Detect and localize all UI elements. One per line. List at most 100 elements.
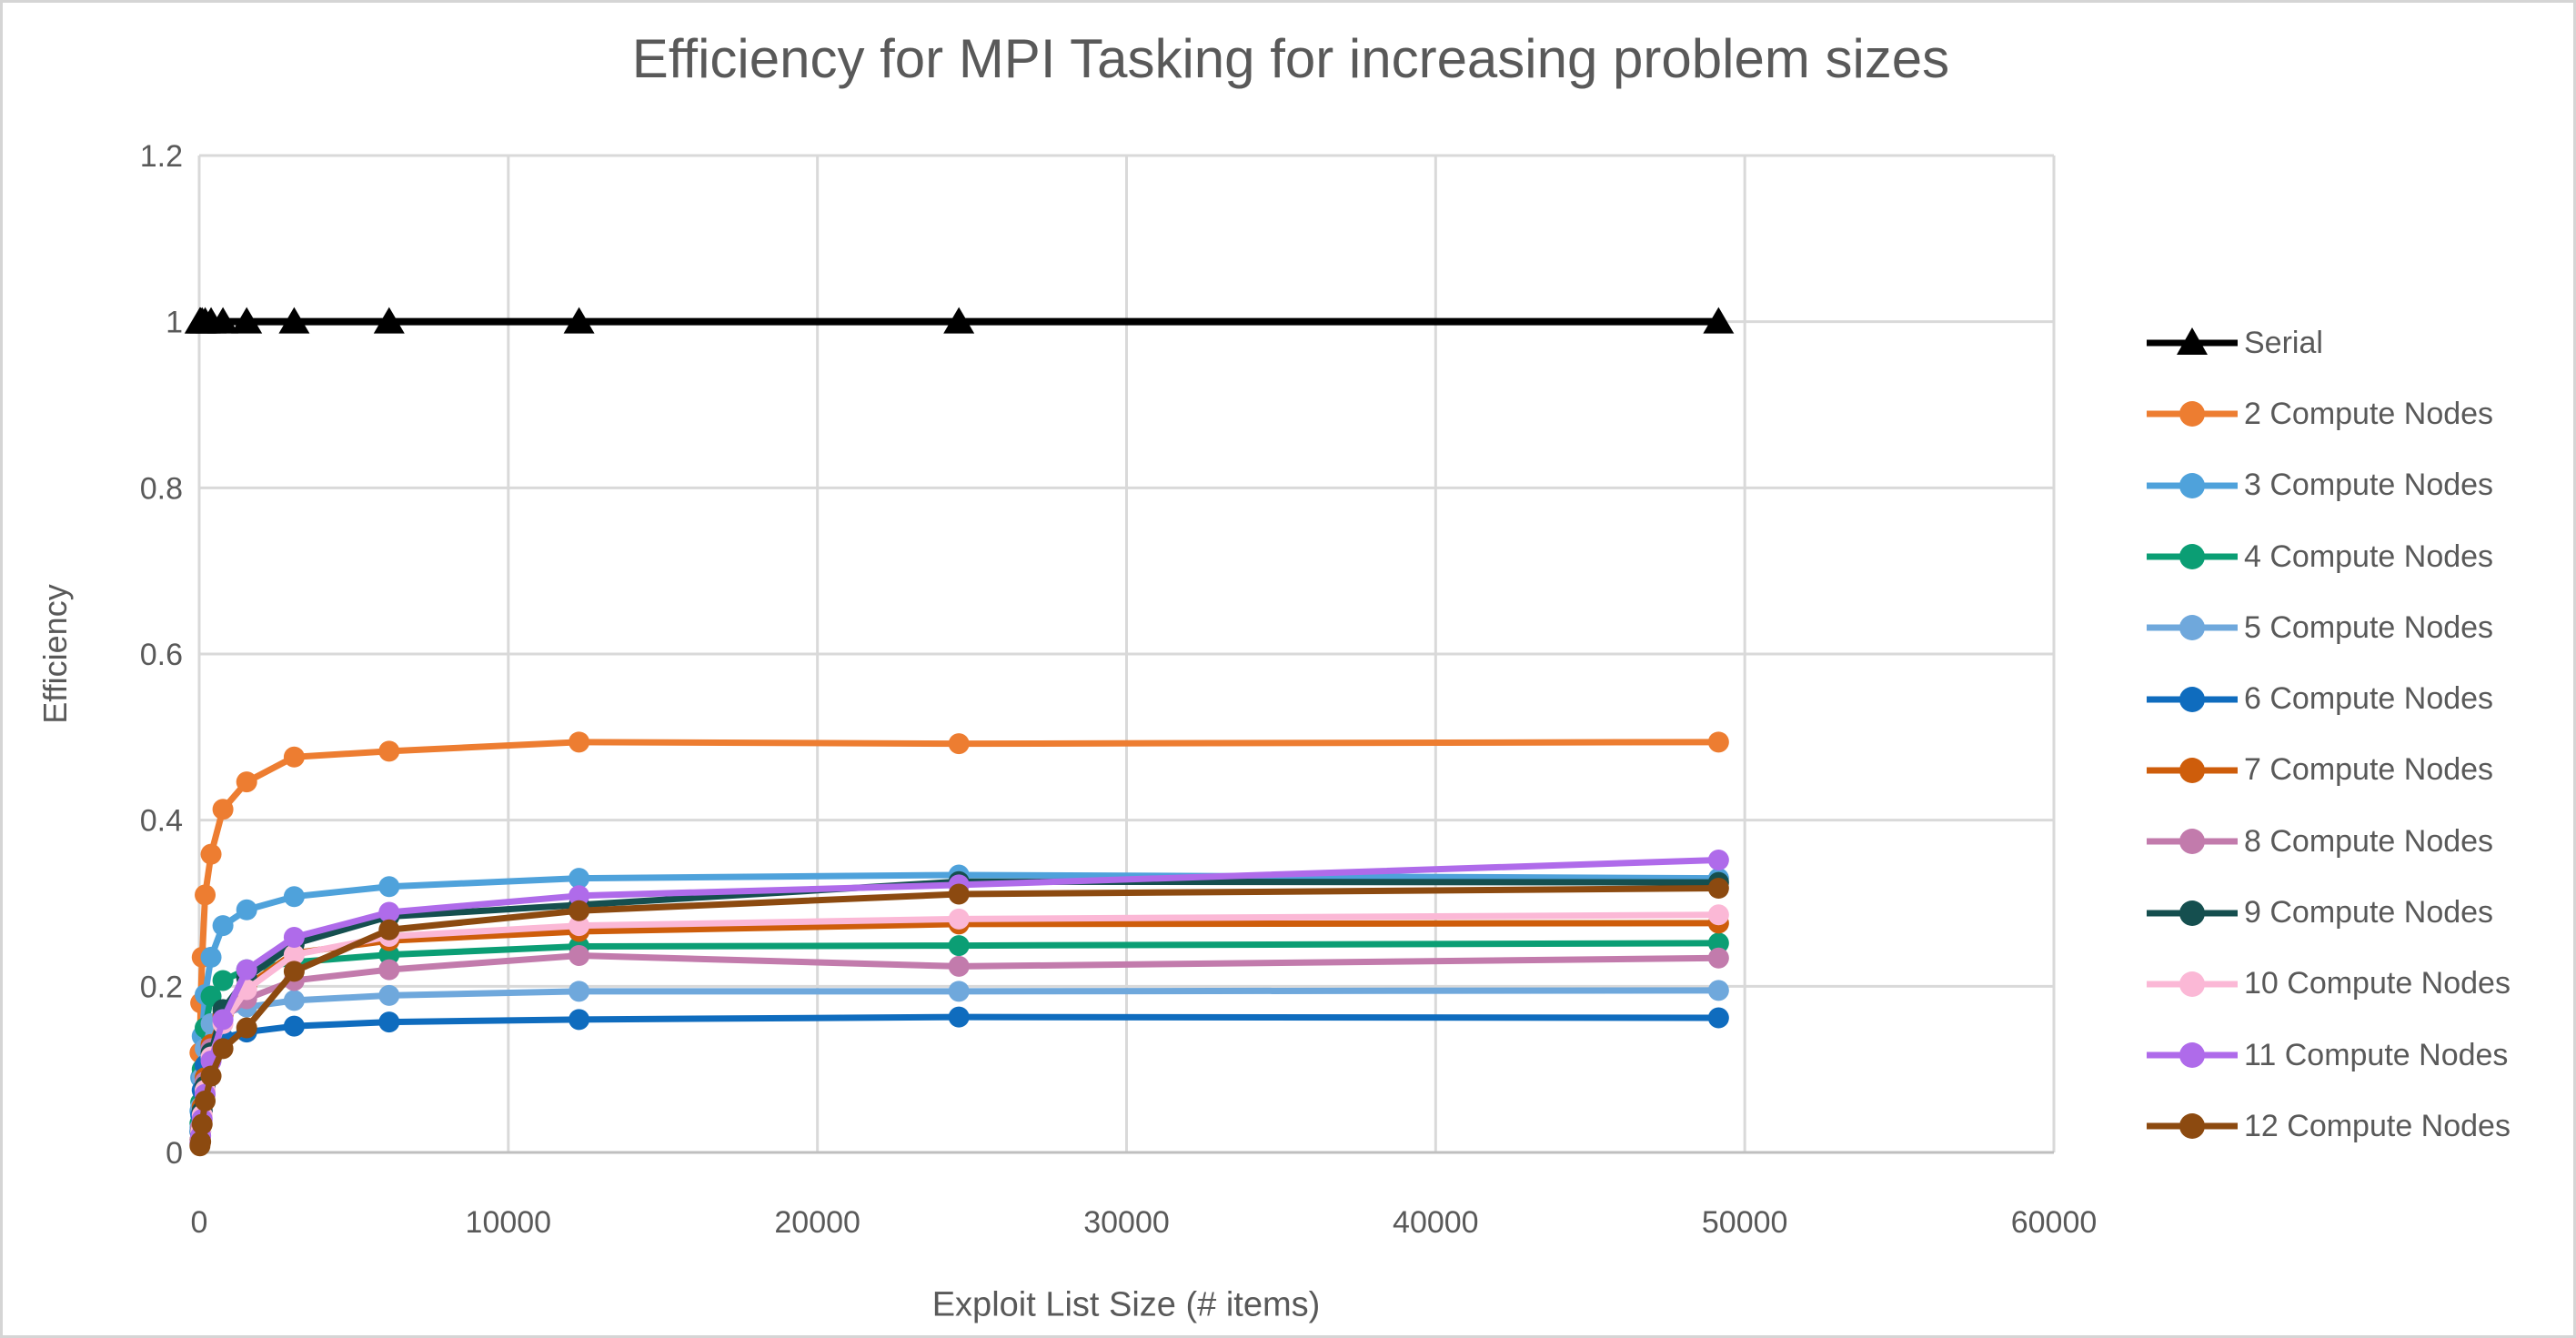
data-point-marker <box>378 876 400 898</box>
legend-item-4-compute-nodes: 4 Compute Nodes <box>2146 521 2511 592</box>
data-point-marker <box>948 908 970 930</box>
legend-marker-circle-icon <box>2147 686 2238 712</box>
data-point-marker <box>569 915 590 937</box>
legend-item-11-compute-nodes: 11 Compute Nodes <box>2146 1020 2511 1091</box>
data-point-marker <box>195 884 216 906</box>
data-point-marker <box>569 981 590 1002</box>
data-point-marker <box>283 746 305 768</box>
legend-marker-circle-icon <box>2147 1113 2238 1140</box>
legend-label: 8 Compute Nodes <box>2244 823 2494 859</box>
data-point-marker <box>378 740 400 762</box>
data-point-marker <box>378 959 400 981</box>
legend-label: 2 Compute Nodes <box>2244 396 2494 431</box>
legend-label: 10 Compute Nodes <box>2244 966 2511 1001</box>
y-tick-label: 0 <box>166 1136 183 1171</box>
legend-item-serial: Serial <box>2146 307 2511 378</box>
data-point-marker <box>212 970 234 991</box>
legend-marker-circle-icon <box>2147 971 2238 997</box>
data-point-marker <box>378 1011 400 1033</box>
legend-marker-circle-icon <box>2147 472 2238 498</box>
data-point-marker <box>212 799 234 820</box>
plot-area: 0 0.2 0.4 0.6 0.8 1 1.2 0 10000 20000 30000 40000 50… <box>140 139 2098 1240</box>
series-line <box>196 1013 1722 1135</box>
legend: Serial 2 Compute Nodes 3 Compute Nodes 4 Co… <box>2146 307 2511 1162</box>
data-point-marker <box>563 307 595 334</box>
y-tick-label: 0.8 <box>140 471 183 506</box>
legend-label: 7 Compute Nodes <box>2244 752 2494 788</box>
legend-item-10-compute-nodes: 10 Compute Nodes <box>2146 949 2511 1020</box>
y-tick-label: 0.4 <box>140 804 183 839</box>
legend-marker-circle-icon <box>2147 544 2238 570</box>
data-point-marker <box>231 307 263 334</box>
legend-item-12-compute-nodes: 12 Compute Nodes <box>2146 1091 2511 1162</box>
data-point-marker <box>200 946 222 968</box>
data-point-marker <box>948 935 970 957</box>
data-point-marker <box>948 981 970 1002</box>
data-point-marker <box>569 731 590 753</box>
data-point-marker <box>378 984 400 1006</box>
data-point-marker <box>283 886 305 908</box>
legend-item-8-compute-nodes: 8 Compute Nodes <box>2146 806 2511 877</box>
data-point-marker <box>190 1131 212 1152</box>
data-point-marker <box>948 1006 970 1028</box>
data-point-marker <box>1703 307 1735 334</box>
data-point-marker <box>378 901 400 923</box>
y-tick-label: 0.2 <box>140 970 183 1004</box>
series-5-compute-nodes <box>189 980 1729 1139</box>
legend-item-9-compute-nodes: 9 Compute Nodes <box>2146 877 2511 948</box>
legend-item-2-compute-nodes: 2 Compute Nodes <box>2146 378 2511 449</box>
x-axis-title: Exploit List Size (# items) <box>931 1285 1321 1324</box>
data-point-marker <box>283 990 305 1011</box>
legend-label: 5 Compute Nodes <box>2244 609 2494 645</box>
series-8-compute-nodes <box>189 945 1729 1151</box>
legend-label: 11 Compute Nodes <box>2244 1037 2509 1072</box>
x-tick-label: 10000 <box>466 1205 552 1240</box>
legend-item-5-compute-nodes: 5 Compute Nodes <box>2146 592 2511 663</box>
data-point-marker <box>1707 1007 1729 1029</box>
x-tick-label: 50000 <box>1702 1205 1788 1240</box>
x-tick-label: 30000 <box>1083 1205 1170 1240</box>
series-serial <box>184 307 1735 334</box>
x-tick-label: 20000 <box>774 1205 860 1240</box>
data-point-marker <box>569 945 590 967</box>
legend-marker-circle-icon <box>2147 401 2238 428</box>
legend-marker-triangle-icon <box>2147 327 2238 356</box>
data-point-marker <box>948 883 970 905</box>
data-point-marker <box>283 926 305 948</box>
legend-marker-circle-icon <box>2147 615 2238 641</box>
data-point-marker <box>200 843 222 865</box>
data-point-marker <box>236 1017 257 1039</box>
data-point-marker <box>569 1009 590 1031</box>
data-point-marker <box>207 307 239 334</box>
data-point-marker <box>378 919 400 941</box>
chart-title: Efficiency for MPI Tasking for increasin… <box>631 28 1950 89</box>
data-point-marker <box>1707 947 1729 969</box>
data-point-marker <box>283 944 305 966</box>
data-point-marker <box>1707 731 1729 753</box>
legend-item-3-compute-nodes: 3 Compute Nodes <box>2146 450 2511 521</box>
legend-marker-circle-icon <box>2147 900 2238 926</box>
data-point-marker <box>1707 904 1729 926</box>
legend-marker-circle-icon <box>2147 757 2238 783</box>
data-point-marker <box>212 1009 234 1031</box>
data-point-marker <box>236 899 257 921</box>
data-point-marker <box>1707 878 1729 900</box>
data-point-marker <box>1707 932 1729 954</box>
series-12-compute-nodes <box>189 878 1729 1157</box>
legend-label: 12 Compute Nodes <box>2244 1108 2511 1143</box>
legend-label: 4 Compute Nodes <box>2244 538 2494 574</box>
data-point-marker <box>236 959 257 981</box>
data-point-marker <box>943 307 975 334</box>
y-tick-label: 1 <box>166 306 183 340</box>
data-point-marker <box>212 915 234 937</box>
data-point-marker <box>948 955 970 977</box>
legend-marker-circle-icon <box>2147 1042 2238 1069</box>
data-point-marker <box>212 1038 234 1060</box>
data-point-marker <box>569 885 590 907</box>
data-point-marker <box>569 868 590 890</box>
legend-label: 9 Compute Nodes <box>2244 895 2494 931</box>
data-point-marker <box>948 733 970 755</box>
y-tick-label: 0.6 <box>140 638 183 672</box>
data-point-marker <box>569 900 590 921</box>
